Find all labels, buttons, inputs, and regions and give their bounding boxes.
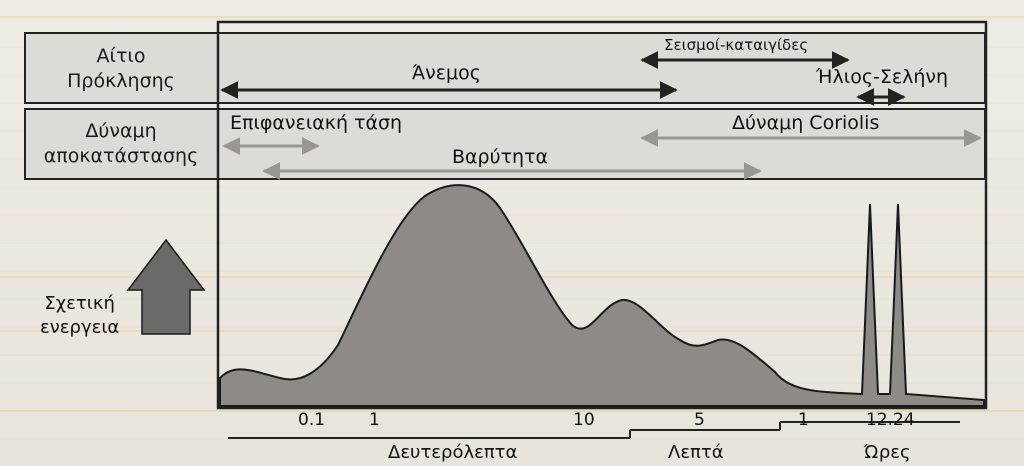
wind-label: Άνεμος <box>412 62 481 84</box>
tick-label: 5 <box>694 410 705 430</box>
highlight-stripe <box>0 16 1024 18</box>
tick-label: 12.24 <box>866 410 915 430</box>
seconds-label: Δευτερόλεπτα <box>388 442 518 463</box>
tick-label: 10 <box>573 410 595 430</box>
tick-label: 1 <box>369 410 380 430</box>
hours-label: Ώρες <box>864 442 911 463</box>
restoring-force-row-label: Δύναμη αποκατάστασης <box>43 120 199 167</box>
highlight-stripe <box>0 410 1024 412</box>
coriolis-label: Δύναμη Coriolis <box>732 112 880 134</box>
cause-row-label: Αίτιο Πρόκλησης <box>67 45 175 92</box>
storms-label: Σεισμοί-καταιγίδες <box>664 36 809 54</box>
relative-energy-label: Σχετική ενεργεια <box>40 293 120 338</box>
tick-label: 1 <box>798 410 809 430</box>
minutes-label: Λεπτά <box>668 442 724 463</box>
surface-tension-label: Επιφανειακή τάση <box>230 112 403 134</box>
tick-label: 0.1 <box>298 410 326 430</box>
gravity-label: Βαρύτητα <box>452 146 549 168</box>
energy-spectrum-curve <box>219 184 985 407</box>
relative-energy-arrow-icon <box>126 238 206 335</box>
sun-moon-label: Ήλιος-Σελήνη <box>816 66 949 88</box>
plot-frame <box>216 20 988 410</box>
